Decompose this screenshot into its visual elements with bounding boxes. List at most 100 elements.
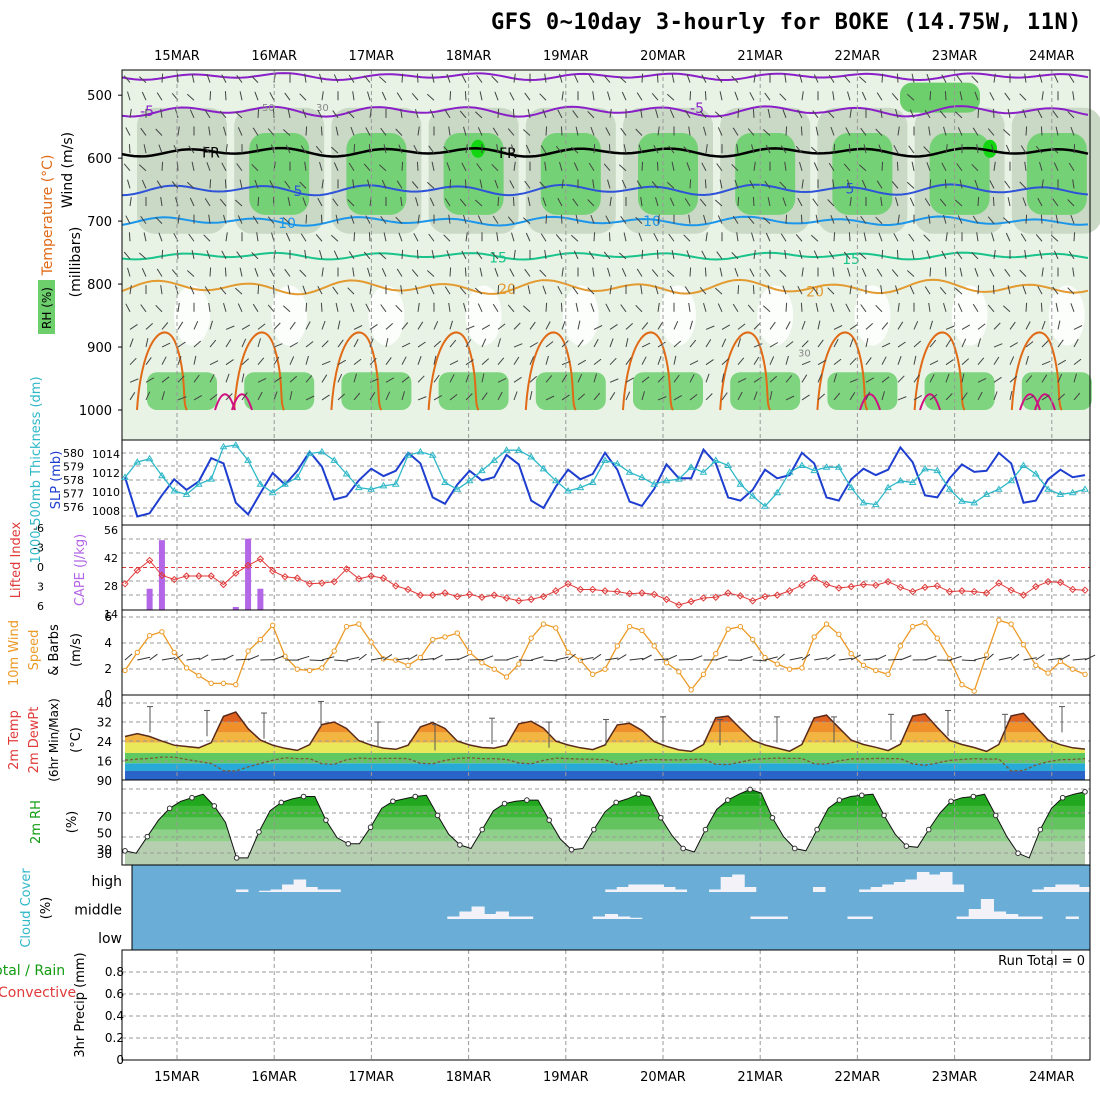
wind-barb <box>492 303 499 313</box>
cloud-high-bar <box>709 889 722 892</box>
slp-tick-label: 1014 <box>92 448 120 461</box>
wind-barb <box>945 325 955 330</box>
wind-barb <box>333 74 339 83</box>
wind10m-barb <box>888 658 903 661</box>
wind-barb <box>352 91 355 101</box>
wind-barb <box>1070 303 1075 312</box>
wind-barb <box>426 181 435 189</box>
wind-barb <box>810 234 819 242</box>
thickness-marker <box>1044 485 1052 492</box>
wind-barb <box>945 339 952 348</box>
wind-barb <box>812 198 819 207</box>
wind-barb <box>782 285 787 295</box>
slp-tick-label: 1008 <box>92 505 120 518</box>
li-marker <box>330 577 338 586</box>
top-date-label: 19MAR <box>543 49 589 64</box>
wind-barb <box>138 76 147 83</box>
wind-barb <box>348 162 355 172</box>
wind-barb <box>304 249 307 259</box>
wind-barb <box>385 391 391 401</box>
wind-barb <box>1020 233 1027 242</box>
wind-barb <box>254 91 259 101</box>
contour-label-15: 15 <box>842 252 860 268</box>
wind-barb <box>509 180 515 189</box>
wind-barb <box>416 73 419 83</box>
wind-barb <box>208 302 211 312</box>
wind-barb <box>225 232 228 242</box>
wind-barb <box>671 249 675 259</box>
wind-barb <box>737 285 740 295</box>
cloud-mid-bar <box>847 916 861 919</box>
wind-barb <box>321 320 326 330</box>
wind-barb <box>496 144 499 154</box>
wind-barb <box>828 251 835 260</box>
wind10m-barb <box>1072 658 1087 661</box>
wind-barb <box>177 126 180 136</box>
wind10m-barb <box>506 655 519 661</box>
wind-barb <box>431 249 435 259</box>
wind-barb <box>845 215 851 224</box>
wind-barb <box>219 286 227 295</box>
wind-barb <box>203 146 211 154</box>
wind10m-barb <box>986 653 994 661</box>
contour-label-10: 10 <box>643 214 661 230</box>
ylabel-cloud-units: (%) <box>39 897 54 920</box>
wind-barb <box>621 179 627 189</box>
wind-barb <box>236 251 243 260</box>
temp-band <box>122 696 1090 711</box>
wind-barb <box>330 234 339 242</box>
li-marker <box>822 580 831 589</box>
wind-barb <box>1005 144 1011 154</box>
wind-barb <box>1050 234 1059 242</box>
li-marker <box>305 580 314 588</box>
bottom-date-label: 17MAR <box>349 1070 395 1085</box>
wind10m-barb <box>826 654 836 661</box>
wind-barb <box>848 144 851 154</box>
wind-barb <box>590 215 595 224</box>
wind-barb <box>625 391 631 401</box>
ylabel-lifted-index: Lifted Index <box>9 521 24 598</box>
wind-barb <box>830 126 835 136</box>
wind-barb <box>481 392 488 401</box>
wind-barb <box>590 303 595 312</box>
wind-barb <box>977 285 980 295</box>
wind-barb <box>413 144 419 154</box>
wind-barb <box>335 302 339 312</box>
wind-barb <box>221 162 227 171</box>
rh2m-marker <box>1082 789 1088 795</box>
wind10m-barb <box>395 657 410 661</box>
wind-barb <box>319 250 323 260</box>
wind-barb <box>956 163 963 172</box>
wind-barb <box>588 162 595 172</box>
wind-barb <box>575 302 579 312</box>
wind-barb <box>635 216 643 224</box>
wind-barb <box>156 268 163 277</box>
wind-barb <box>225 359 234 366</box>
wind-barb <box>241 338 247 348</box>
wind-barb <box>223 126 227 136</box>
rh-low-green-area <box>827 372 898 410</box>
bottom-date-label: 23MAR <box>932 1070 978 1085</box>
wind-barb <box>593 373 597 383</box>
wind-barb <box>847 179 851 189</box>
rh2m-marker <box>814 826 820 833</box>
wind-speed-marker <box>1057 658 1064 665</box>
wind-barb <box>721 373 725 383</box>
bottom-date-label: 16MAR <box>251 1070 297 1085</box>
wind-barb <box>655 197 659 207</box>
wind-speed-marker <box>233 681 239 688</box>
wind-barb <box>689 360 699 366</box>
top-date-label: 22MAR <box>835 49 881 64</box>
wind-barb <box>161 391 165 401</box>
wind-barb <box>843 163 851 172</box>
wind-barb <box>282 129 291 136</box>
wind-barb <box>208 214 211 224</box>
wind-barb <box>704 91 707 101</box>
cloud-high-bar <box>293 879 307 892</box>
wind-barb <box>507 128 515 136</box>
wind-barb <box>780 233 787 242</box>
li-marker <box>268 567 277 575</box>
wind-barb <box>636 268 643 277</box>
li-marker <box>601 587 609 595</box>
thickness-marker <box>736 480 745 487</box>
